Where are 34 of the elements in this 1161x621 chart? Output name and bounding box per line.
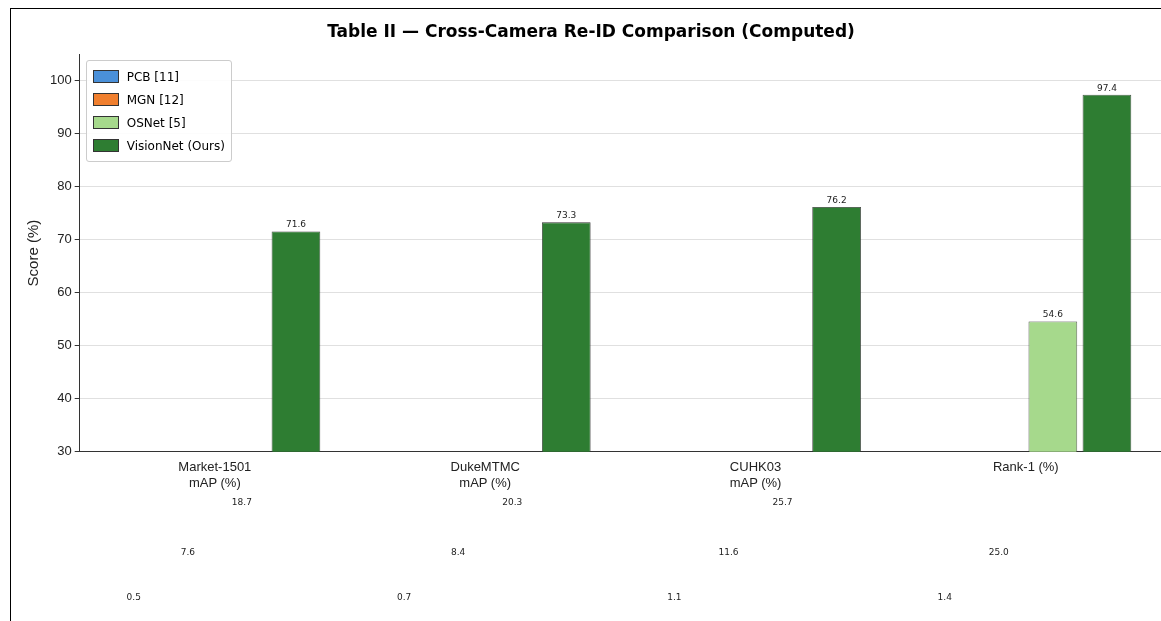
text: 0.7	[396, 591, 412, 602]
y-tick-label: 60	[57, 284, 72, 300]
y-tick-label: 90	[57, 125, 72, 141]
y-tick-label: 40	[57, 390, 72, 406]
x-tick-label: CUHK03 mAP (%)	[729, 459, 782, 490]
text: 1.4	[937, 591, 953, 602]
text: 25.0	[988, 546, 1010, 557]
legend-label: PCB [11]	[126, 69, 179, 84]
text: 7.6	[180, 546, 196, 557]
legend-label: MGN [12]	[126, 92, 184, 107]
data-label: 73.3	[556, 210, 577, 221]
text: 25.7	[772, 496, 793, 507]
x-tick-label: Market-1501 mAP (%)	[178, 459, 252, 490]
data-label: 97.4	[1096, 82, 1118, 93]
text: 20.3	[502, 496, 523, 507]
text: 18.7	[231, 496, 252, 507]
legend-label: OSNet [5]	[126, 115, 186, 130]
data-label: 54.6	[1042, 309, 1064, 320]
text: 1.1	[667, 591, 682, 602]
y-tick-label: 70	[57, 231, 72, 247]
x-tick-label: DukeMTMC mAP (%)	[450, 459, 520, 490]
y-tick-label: 30	[57, 443, 72, 459]
y-axis-title: Score (%)	[24, 219, 42, 287]
data-label: 76.2	[826, 194, 847, 205]
text: 0.5	[126, 591, 141, 602]
x-tick-label: Rank-1 (%)	[992, 459, 1059, 475]
text: 11.6	[718, 546, 739, 557]
chart-title: Table II — Cross-Camera Re-ID Comparison (Computed)	[327, 20, 855, 41]
text: 8.4	[450, 546, 466, 557]
y-tick-label: 80	[57, 178, 72, 194]
y-tick-label: 50	[57, 337, 72, 353]
y-tick-label: 100	[49, 72, 72, 88]
legend-label: VisionNet (Ours)	[126, 138, 225, 153]
data-label: 71.6	[285, 219, 307, 230]
